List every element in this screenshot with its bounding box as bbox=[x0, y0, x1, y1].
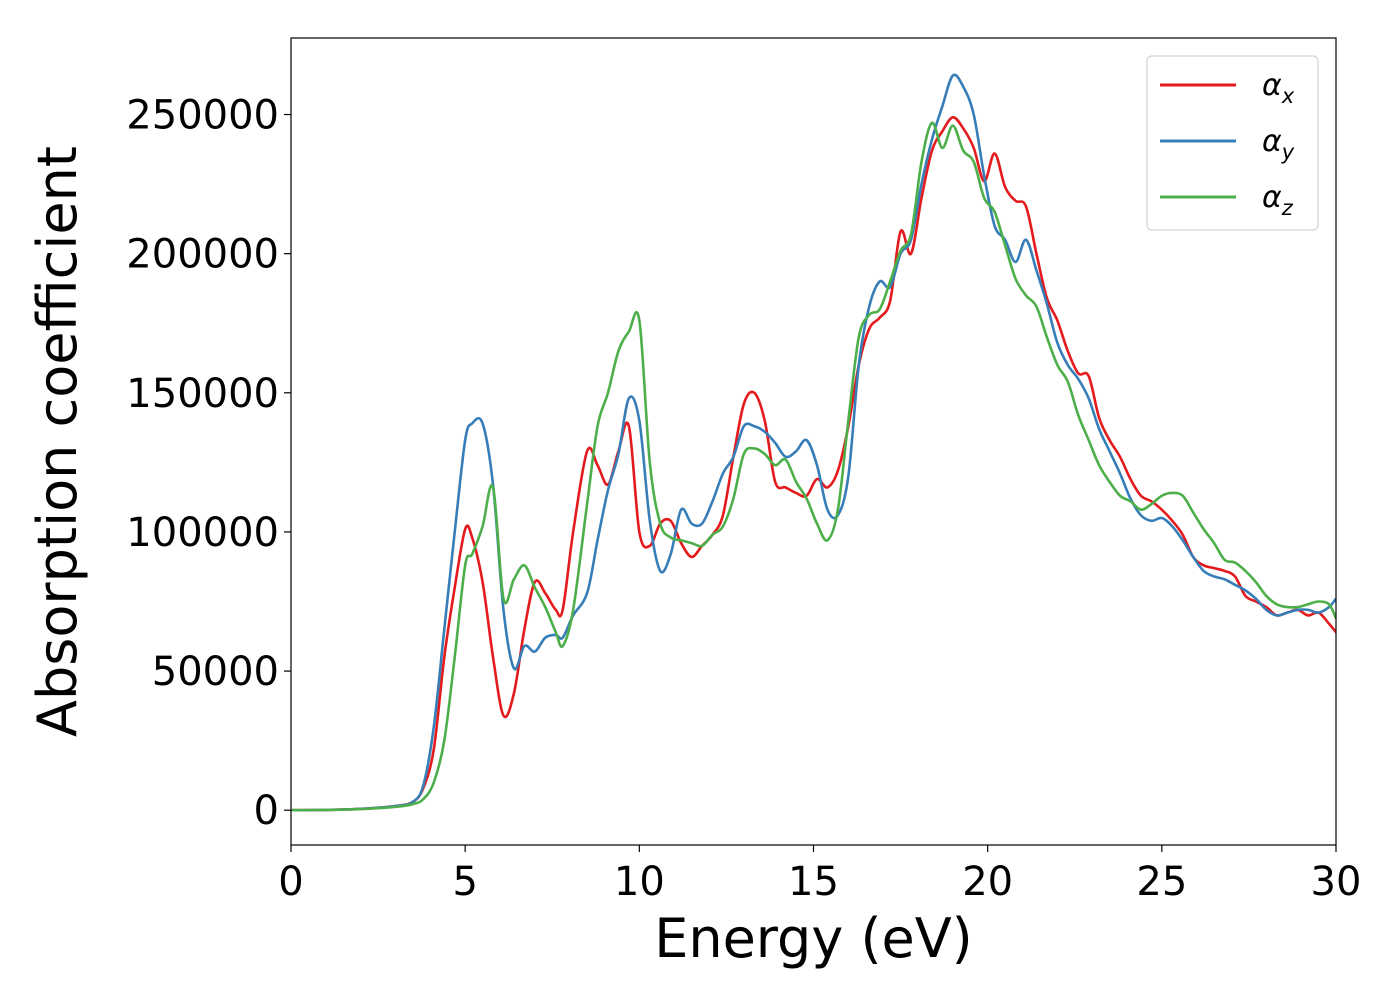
series-line-y bbox=[291, 73, 1336, 812]
y-axis-title: Absorption coefficient bbox=[26, 146, 89, 737]
y-tick-label: 0 bbox=[254, 788, 279, 834]
y-tick-label: 50000 bbox=[152, 649, 279, 695]
legend-label: αy bbox=[1262, 124, 1295, 164]
x-tick-label: 0 bbox=[278, 859, 303, 905]
legend-item-y: αy bbox=[1160, 124, 1295, 164]
legend-box bbox=[1146, 55, 1319, 231]
x-tick-label: 30 bbox=[1311, 859, 1362, 905]
x-tick-label: 5 bbox=[452, 859, 477, 905]
x-tick-label: 10 bbox=[614, 859, 665, 905]
x-tick-label: 20 bbox=[962, 859, 1013, 905]
x-tick-label: 25 bbox=[1136, 859, 1187, 905]
y-tick-label: 100000 bbox=[126, 510, 279, 556]
series-line-z bbox=[291, 121, 1336, 812]
legend-item-z: αz bbox=[1160, 180, 1294, 220]
x-axis-ticks: 0 5 10 15 20 25 30 bbox=[278, 845, 1361, 905]
legend-label: αx bbox=[1262, 68, 1295, 108]
y-tick-label: 250000 bbox=[126, 93, 279, 139]
legend: αx αy αz bbox=[1146, 55, 1319, 231]
series-layer bbox=[291, 73, 1336, 812]
y-axis-ticks: 0 50000 100000 150000 200000 250000 bbox=[126, 93, 291, 834]
x-axis-title: Energy (eV) bbox=[654, 907, 973, 970]
legend-item-x: αx bbox=[1160, 68, 1295, 108]
y-tick-label: 200000 bbox=[126, 232, 279, 278]
x-tick-label: 15 bbox=[788, 859, 839, 905]
y-tick-label: 150000 bbox=[126, 371, 279, 417]
legend-label: αz bbox=[1262, 180, 1294, 220]
